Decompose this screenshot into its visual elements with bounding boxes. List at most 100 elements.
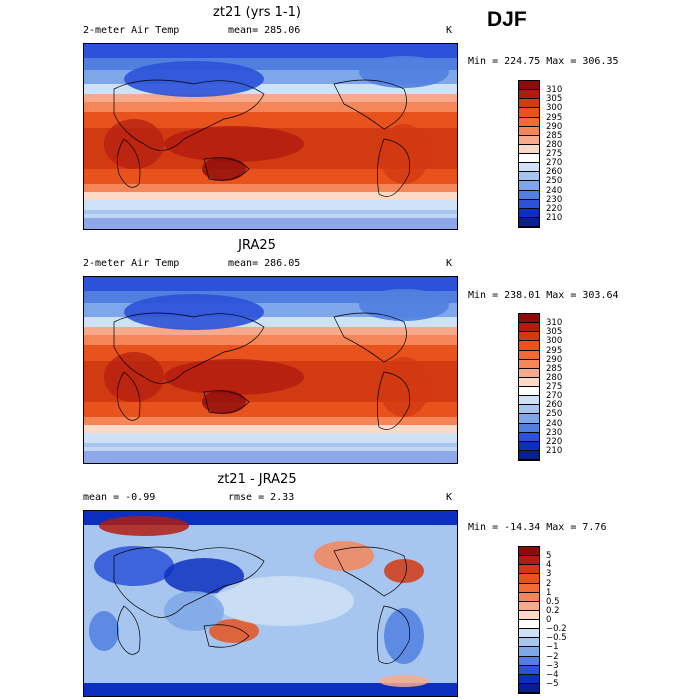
- colorbar-swatch: [519, 683, 539, 693]
- colorbar-tick-label: −4: [546, 669, 559, 680]
- colorbar-tick-label: 0.5: [546, 596, 560, 607]
- colorbar-swatch: [519, 199, 539, 209]
- panel-3-units-label: K: [446, 492, 453, 503]
- colorbar-tick-label: 275: [546, 149, 563, 159]
- colorbar-swatch: [519, 432, 539, 442]
- colorbar-tick-label: 230: [546, 427, 563, 438]
- colorbar-tick-label: 285: [546, 363, 563, 374]
- colorbar-swatch: [519, 674, 539, 684]
- colorbar-swatch: [519, 208, 539, 218]
- colorbar-swatch: [519, 547, 539, 557]
- colorbar-swatch: [519, 144, 539, 154]
- panel-1-variable-label: 2-meter Air Temp: [83, 25, 180, 36]
- colorbar-swatch: [519, 90, 539, 100]
- colorbar-swatch: [519, 154, 539, 164]
- colorbar-tick-label: 290: [546, 121, 563, 132]
- panel-3-minmax: Min = -14.34 Max = 7.76: [468, 522, 607, 533]
- colorbar-tick-label: −2: [546, 651, 559, 662]
- colorbar-tick-label: 3: [546, 569, 552, 580]
- panel-2-minmax: Min = 238.01 Max = 303.64: [468, 290, 619, 301]
- colorbar-tick-label: 310: [546, 318, 563, 329]
- colorbar-tick-label: 210: [546, 212, 563, 223]
- panel-1-map: [83, 43, 458, 230]
- colorbar-tick-label: 285: [546, 130, 563, 141]
- colorbar-swatch: [519, 332, 539, 342]
- temperature-field: [84, 44, 457, 229]
- colorbar-tick-label: 0: [546, 615, 552, 625]
- colorbar-tick-label: 300: [546, 336, 563, 347]
- panel-1-title: zt21 (yrs 1-1): [213, 5, 301, 20]
- colorbar-swatch: [519, 126, 539, 136]
- panel-2-mean-label: mean= 286.05: [228, 258, 301, 269]
- colorbar-tick-label: 305: [546, 327, 563, 338]
- colorbar-swatch: [519, 450, 539, 460]
- colorbar-swatch: [519, 665, 539, 675]
- colorbar-swatch: [519, 181, 539, 191]
- panel-1-units-label: K: [446, 25, 453, 36]
- colorbar-swatch: [519, 396, 539, 406]
- panel-2-variable-label: 2-meter Air Temp: [83, 258, 180, 269]
- panel-3-title: zt21 - JRA25: [217, 472, 297, 487]
- colorbar-swatch: [519, 405, 539, 415]
- colorbar-swatch: [519, 565, 539, 575]
- panel-3-map: [83, 510, 458, 697]
- colorbar-tick-label: 260: [546, 167, 563, 178]
- colorbar-tick-label: 260: [546, 400, 563, 411]
- colorbar-swatch: [519, 377, 539, 387]
- colorbar-swatch: [519, 217, 539, 227]
- colorbar-tick-label: 2: [546, 578, 552, 589]
- colorbar-tick-label: 210: [546, 445, 563, 456]
- panel-2-units-label: K: [446, 258, 453, 269]
- colorbar-tick-label: 240: [546, 185, 563, 196]
- colorbar-tick-label: −1: [546, 642, 559, 653]
- panel-1-colorbar: 310 305 300 295 290 285 280 275 270 260 250 240 230 2…: [518, 80, 562, 228]
- colorbar-tick-label: 220: [546, 203, 563, 214]
- colorbar-swatch: [519, 583, 539, 593]
- season-title: DJF: [487, 8, 527, 31]
- colorbar-tick-label: −0.2: [546, 624, 567, 635]
- colorbar-swatch: [519, 441, 539, 451]
- panel-3-colorbar: 5 4 3 2 1 0.5 0.2 0 −0.2 −0.5 −1 −2 −3 −4 −5: [518, 546, 567, 694]
- colorbar-swatch: [519, 108, 539, 118]
- colorbar-swatch: [519, 647, 539, 657]
- colorbar-swatch: [519, 135, 539, 145]
- colorbar-tick-label: −5: [546, 678, 559, 689]
- colorbar-swatch: [519, 172, 539, 182]
- colorbar-tick-label: −0.5: [546, 633, 567, 644]
- colorbar-tick-label: 250: [546, 176, 563, 187]
- colorbar-swatch: [519, 574, 539, 584]
- colorbar-tick-label: 0.2: [546, 605, 560, 616]
- colorbar-tick-label: 310: [546, 85, 563, 96]
- colorbar-tick-label: 280: [546, 372, 563, 383]
- panel-2-map: [83, 276, 458, 464]
- colorbar-swatch: [519, 314, 539, 324]
- colorbar-tick-label: 230: [546, 194, 563, 205]
- colorbar-swatch: [519, 163, 539, 173]
- colorbar-swatch: [519, 350, 539, 360]
- colorbar-tick-label: 1: [546, 587, 552, 598]
- colorbar-swatch: [519, 556, 539, 566]
- colorbar-swatch: [519, 368, 539, 378]
- colorbar-tick-label: 290: [546, 354, 563, 365]
- colorbar-swatch: [519, 423, 539, 433]
- colorbar-swatch: [519, 629, 539, 639]
- temperature-field: [84, 277, 457, 463]
- colorbar-swatch: [519, 117, 539, 127]
- panel-3-mean-label: mean = -0.99: [83, 492, 156, 503]
- panel-1-minmax: Min = 224.75 Max = 306.35: [468, 56, 619, 67]
- colorbar-swatch: [519, 81, 539, 91]
- colorbar-swatch: [519, 610, 539, 620]
- colorbar-swatch: [519, 592, 539, 602]
- colorbar-tick-label: 295: [546, 112, 563, 123]
- colorbar-swatch: [519, 359, 539, 369]
- colorbar-tick-label: 270: [546, 391, 563, 402]
- colorbar-swatch: [519, 323, 539, 333]
- colorbar-tick-label: 300: [546, 103, 563, 114]
- colorbar-tick-label: −3: [546, 660, 559, 671]
- colorbar-swatch: [519, 190, 539, 200]
- colorbar-swatch: [519, 620, 539, 630]
- colorbar-tick-label: 240: [546, 418, 563, 429]
- panel-2-title: JRA25: [238, 238, 276, 253]
- colorbar-tick-label: 280: [546, 139, 563, 150]
- colorbar-tick-label: 250: [546, 409, 563, 420]
